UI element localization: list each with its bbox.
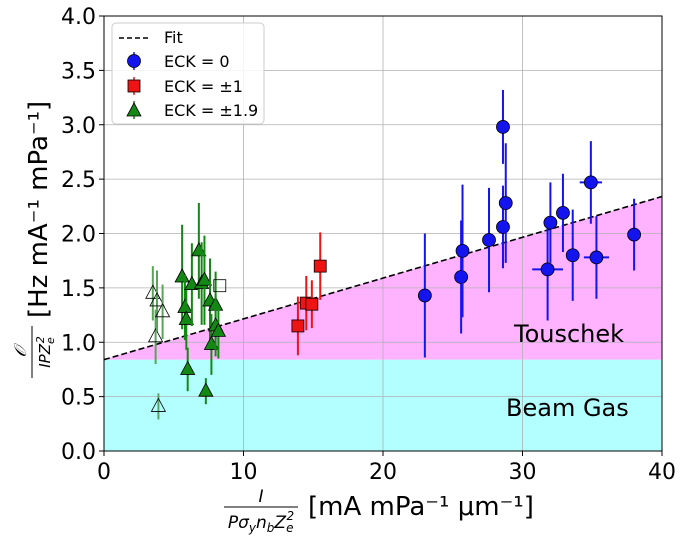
data-point (496, 89, 510, 164)
x-axis-label-numerator: I (258, 487, 263, 507)
marker-triangle-open (150, 397, 167, 412)
marker-circle (482, 233, 496, 247)
marker-circle (498, 196, 513, 210)
data-point (556, 173, 570, 252)
x-tick-label: 0 (97, 460, 111, 485)
y-tick-label: 4.0 (61, 5, 96, 30)
legend: Fit ECK = 0 ECK = ±1 ECK = ±1.9 (111, 22, 265, 125)
x-tick-label: 20 (369, 460, 397, 485)
marker-triangle (178, 310, 194, 325)
legend-eck19-label: ECK = ±1.9 (164, 101, 258, 120)
marker-circle (543, 215, 558, 230)
fit-line-path (103, 195, 663, 361)
legend-eck0-marker (127, 54, 141, 68)
y-axis-label-denominator: IPZe2 (34, 336, 57, 368)
data-point (498, 143, 513, 263)
marker-circle (589, 250, 604, 265)
legend-eck1-marker (127, 79, 141, 93)
y-tick-label: 1.5 (61, 277, 96, 302)
data-point (180, 347, 196, 392)
y-tick-label: 1.0 (61, 331, 96, 356)
marker-circle (417, 288, 432, 303)
data-points (145, 89, 641, 420)
data-point (210, 304, 227, 359)
y-axis-label-units: [Hz mA⁻¹ mPa⁻¹] (24, 101, 54, 318)
marker-square (305, 297, 319, 311)
y-tick-label: 3.0 (61, 114, 96, 139)
marker-triangle-open (154, 302, 171, 318)
touschek-label: Touschek (513, 320, 624, 348)
marker-circle (556, 205, 570, 220)
x-tick-label: 40 (648, 460, 676, 485)
data-point (178, 288, 194, 350)
marker-triangle (198, 382, 214, 397)
legend-eck19-marker (126, 102, 142, 117)
legend-fit-label: Fit (164, 28, 183, 47)
y-axis-label: 𝒪 IPZe2 [Hz mA⁻¹ mPa⁻¹] (11, 101, 57, 378)
data-point (532, 218, 563, 321)
x-tick-label: 30 (509, 460, 537, 485)
marker-circle (540, 262, 555, 277)
legend-eck0-label: ECK = 0 (164, 52, 230, 71)
y-axis-label-numerator: 𝒪 (11, 342, 31, 357)
x-axis-label-denominator: PσynbZe2 (228, 509, 294, 535)
data-point (213, 279, 227, 293)
marker-triangle (180, 360, 196, 375)
data-point (154, 284, 171, 339)
y-tick-label: 2.5 (61, 168, 96, 193)
data-point (313, 232, 327, 300)
marker-triangle (210, 322, 227, 337)
x-axis-label: I PσynbZe2 [mA mPa⁻¹ μm⁻¹] (224, 487, 534, 535)
data-point (455, 184, 470, 318)
y-tick-label: 0.0 (61, 440, 96, 465)
marker-square (313, 259, 327, 273)
x-tick-label: 10 (230, 460, 258, 485)
marker-circle (627, 227, 641, 242)
data-point (482, 187, 496, 293)
data-point (579, 141, 603, 224)
marker-circle (565, 248, 580, 263)
data-point (305, 280, 319, 329)
data-point (150, 393, 167, 420)
legend-box (111, 22, 265, 125)
data-point (454, 220, 469, 334)
marker-circle (454, 270, 469, 284)
legend-eck1-label: ECK = ±1 (164, 77, 243, 96)
data-point (149, 270, 165, 332)
data-point (177, 274, 193, 341)
y-tick-label: 2.0 (61, 223, 96, 248)
data-point (417, 233, 432, 358)
data-point (543, 182, 558, 263)
data-point (291, 296, 305, 356)
marker-square-open (213, 279, 227, 293)
marker-triangle-open (147, 327, 164, 343)
data-point (627, 198, 641, 271)
fit-line (103, 195, 663, 361)
axis-ticks: 0 10 20 30 40 0.0 0.5 1.0 1.5 2.0 2.5 3.0 3.5 4.0 (61, 5, 676, 485)
marker-circle (455, 243, 470, 258)
marker-triangle-open (149, 292, 165, 307)
marker-square (291, 319, 305, 333)
y-tick-label: 0.5 (61, 386, 96, 411)
marker-triangle (196, 271, 213, 286)
data-point (565, 209, 580, 301)
marker-circle (583, 175, 598, 190)
data-point (147, 309, 164, 364)
data-point (583, 216, 609, 299)
marker-triangle (177, 298, 193, 313)
marker-triangle (174, 268, 190, 283)
data-point (198, 378, 214, 405)
beam-gas-label: Beam Gas (506, 394, 629, 422)
marker-circle (496, 220, 510, 234)
y-tick-label: 3.5 (61, 59, 96, 84)
data-point (196, 235, 213, 325)
marker-circle (496, 120, 510, 134)
x-axis-label-units: [mA mPa⁻¹ μm⁻¹] (308, 492, 534, 522)
